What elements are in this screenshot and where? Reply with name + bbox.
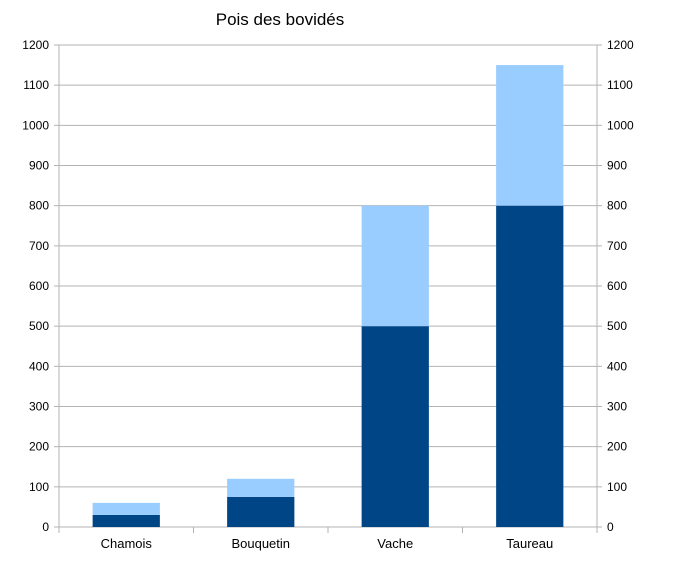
y-tick-label-left: 800 [29,199,49,213]
y-tick-label-right: 900 [607,159,627,173]
y-tick-label-left: 1100 [23,78,49,92]
y-tick-label-left: 500 [29,319,49,333]
y-tick-label-right: 300 [607,400,627,414]
bar-vache-segment-2 [361,205,429,327]
y-tick-label-left: 900 [29,159,49,173]
bar-taureau-segment-1 [496,205,564,527]
x-tick-label: Taureau [506,536,553,551]
y-tick-label-left: 200 [29,440,49,454]
y-tick-label-right: 400 [607,359,627,373]
y-tick-label-right: 0 [607,520,614,534]
bar-taureau-segment-2 [496,65,564,206]
y-tick-label-right: 500 [607,319,627,333]
y-tick-label-right: 600 [607,279,627,293]
y-tick-label-right: 1100 [607,78,633,92]
y-tick-label-left: 300 [29,400,49,414]
chart-title: Pois des bovidés [215,10,345,29]
y-tick-label-left: 600 [29,279,49,293]
y-tick-label-left: 400 [29,359,49,373]
bar-vache-segment-1 [361,326,429,527]
bar-bouquetin-segment-2 [227,478,295,497]
x-tick-label: Chamois [101,536,153,551]
y-tick-label-left: 1200 [22,38,49,52]
bar-chamois-segment-1 [92,514,160,527]
bar-chamois-segment-2 [92,502,160,515]
y-tick-label-right: 800 [607,199,627,213]
y-tick-label-left: 1000 [22,118,49,132]
y-tick-label-left: 100 [29,480,49,494]
y-tick-label-left: 700 [29,239,49,253]
y-tick-label-left: 0 [42,520,49,534]
x-tick-label: Vache [377,536,413,551]
y-tick-label-right: 200 [607,440,627,454]
x-tick-label: Bouquetin [231,536,290,551]
y-tick-label-right: 700 [607,239,627,253]
y-tick-label-right: 1200 [607,38,634,52]
y-tick-label-right: 100 [607,480,627,494]
y-tick-label-right: 1000 [607,118,634,132]
bar-bouquetin-segment-1 [227,496,295,527]
